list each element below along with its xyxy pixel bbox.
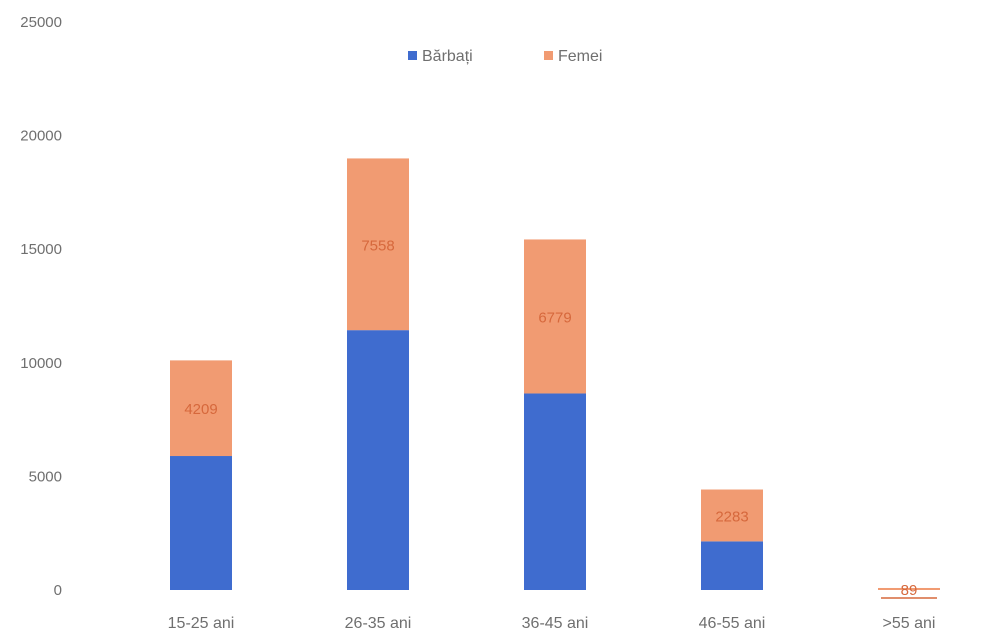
data-label-femei-4: 89 [901,582,918,599]
legend-swatch-femei [544,51,553,60]
data-label-femei-3: 2283 [715,508,748,525]
x-tick-label-2: 36-45 ani [522,615,589,632]
bar-femei-1 [347,158,409,331]
y-tick-label-4: 20000 [20,128,62,145]
bar-barbati-3 [701,541,763,590]
bar-barbati-1 [347,330,409,590]
legend-swatch-barbati [408,51,417,60]
data-label-femei-2: 6779 [538,309,571,326]
bar-femei-4 [878,587,940,590]
data-label-femei-0: 4209 [184,401,217,418]
y-tick-label-1: 5000 [29,468,62,485]
bar-barbati-2 [524,393,586,590]
x-tick-label-3: 46-55 ani [699,615,766,632]
y-tick-label-0: 0 [54,582,62,599]
bar-barbati-0 [170,456,232,590]
bar-femei-0 [170,360,232,457]
legend-label-barbati: Bărbați [422,48,473,65]
y-tick-label-5: 25000 [20,14,62,31]
bar-femei-2 [524,239,586,394]
x-tick-label-4: >55 ani [883,615,936,632]
data-label-femei-1: 7558 [361,237,394,254]
bar-femei-3 [701,489,763,542]
y-tick-label-2: 10000 [20,355,62,372]
y-tick-label-3: 15000 [20,241,62,258]
legend-label-femei: Femei [558,48,602,65]
x-tick-label-0: 15-25 ani [168,615,235,632]
x-tick-label-1: 26-35 ani [345,615,412,632]
